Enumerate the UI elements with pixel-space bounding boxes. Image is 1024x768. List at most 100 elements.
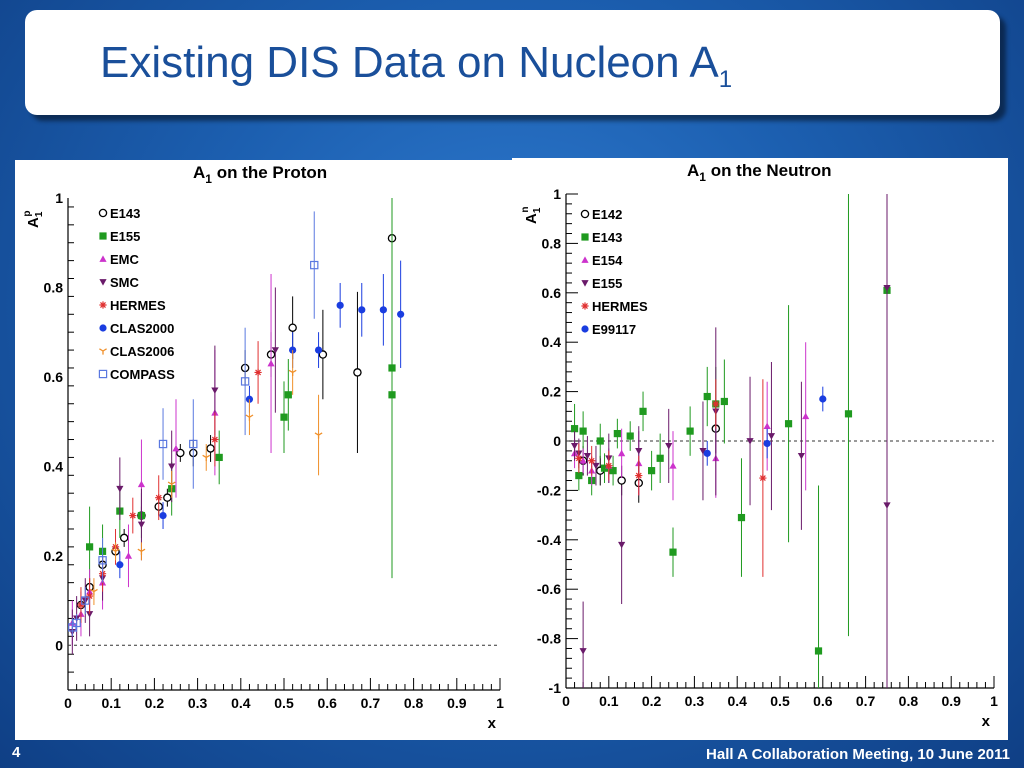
data-point [635,471,643,480]
data-point [699,448,707,455]
data-point [720,397,728,406]
legend-label: E155 [110,229,140,244]
footer-text: Hall A Collaboration Meeting, 10 June 20… [706,746,1010,763]
data-point [669,548,677,556]
data-point [763,422,771,430]
data-point [737,513,746,522]
y-tick-label: -1 [549,680,562,696]
data-point [759,474,767,482]
y-axis-label-subscript: 1 [34,211,45,217]
data-point [284,391,292,399]
data-point [605,462,613,470]
data-point [353,368,362,377]
title-box: Existing DIS Data on Nucleon A1 [25,10,1000,115]
x-tick-label: 0 [64,695,72,711]
data-point [245,414,254,421]
data-point [379,306,387,314]
chart-title-rest: on the Neutron [706,161,832,180]
data-point [626,432,634,440]
proton-chart-panel: A1 on the Proton 0 0.1 0.2 0.3 0.4 0.5 0.6 0.7 0.… [15,160,515,740]
x-tick-label: 0 [562,693,570,709]
data-point [267,359,275,367]
legend-label: CLAS2006 [110,344,174,359]
data-point [211,435,219,444]
data-point [388,391,396,399]
x-tick-label: 0.3 [188,695,208,711]
x-tick-label: 0.7 [361,695,381,711]
data-point [358,306,366,314]
y-tick-label: 0.2 [542,384,562,400]
data-point [119,533,129,543]
data-point [86,543,94,551]
chart-title-main: A [687,161,699,180]
series-hermes [77,341,262,623]
data-point [271,347,279,354]
data-point [72,618,81,628]
x-tick-label: 0.8 [899,693,919,709]
data-point [98,556,107,565]
data-point [814,647,823,655]
data-point [189,439,198,449]
legend-marker [99,301,107,309]
data-point [158,439,168,449]
data-point [797,452,805,460]
data-point [618,449,626,457]
legend-label: EMC [110,252,140,267]
x-tick-label: 0.9 [941,693,961,709]
data-point [712,400,720,408]
data-point [288,323,297,332]
data-point [318,350,328,359]
y-axis-label: A1n [520,206,543,224]
data-point [202,454,211,462]
data-point [570,443,579,450]
data-point [137,548,146,555]
legend-marker [581,325,589,333]
x-tick-label: 0.2 [642,693,662,709]
legend-label: E155 [592,276,622,291]
chart-title-subscript: 1 [205,172,212,186]
legend-label: E154 [592,253,623,268]
legend-marker [99,279,107,286]
data-point [703,392,711,401]
legend-label: E143 [110,206,140,221]
data-point [686,427,694,435]
legend-label: E99117 [592,322,636,337]
series-hermes [575,379,767,577]
data-point [163,493,172,502]
legend-label: SMC [110,275,140,290]
data-point [86,611,94,618]
x-tick-label: 1 [496,695,504,711]
data-point [240,377,250,386]
data-point [129,511,137,520]
data-point [215,453,223,462]
data-point [288,369,297,377]
x-tick-label: 0.4 [727,693,747,709]
data-point [784,420,793,428]
chart-title: A1 on the Proton [193,163,327,186]
legend-marker [581,280,589,287]
data-point [168,463,176,470]
data-point [81,596,90,605]
data-point [159,511,167,520]
legend-marker [99,348,107,355]
legend-label: COMPASS [110,367,175,382]
data-point [124,552,133,559]
legend-marker [580,209,590,219]
data-point [280,413,288,421]
y-tick-label: 0.6 [542,285,562,301]
series-e155 [86,198,396,588]
x-tick-label: 0.5 [770,693,790,709]
data-point [596,437,604,445]
legend-marker [581,302,589,310]
x-tick-label: 1 [990,693,998,709]
x-tick-label: 0.4 [231,695,251,711]
data-point [116,561,124,569]
data-point [137,480,146,488]
data-point [819,395,827,403]
y-tick-label: 0.8 [542,235,562,251]
data-point [211,387,219,394]
data-point [155,494,163,502]
x-tick-label: 0.7 [856,693,876,709]
y-tick-label: 0 [55,637,63,653]
